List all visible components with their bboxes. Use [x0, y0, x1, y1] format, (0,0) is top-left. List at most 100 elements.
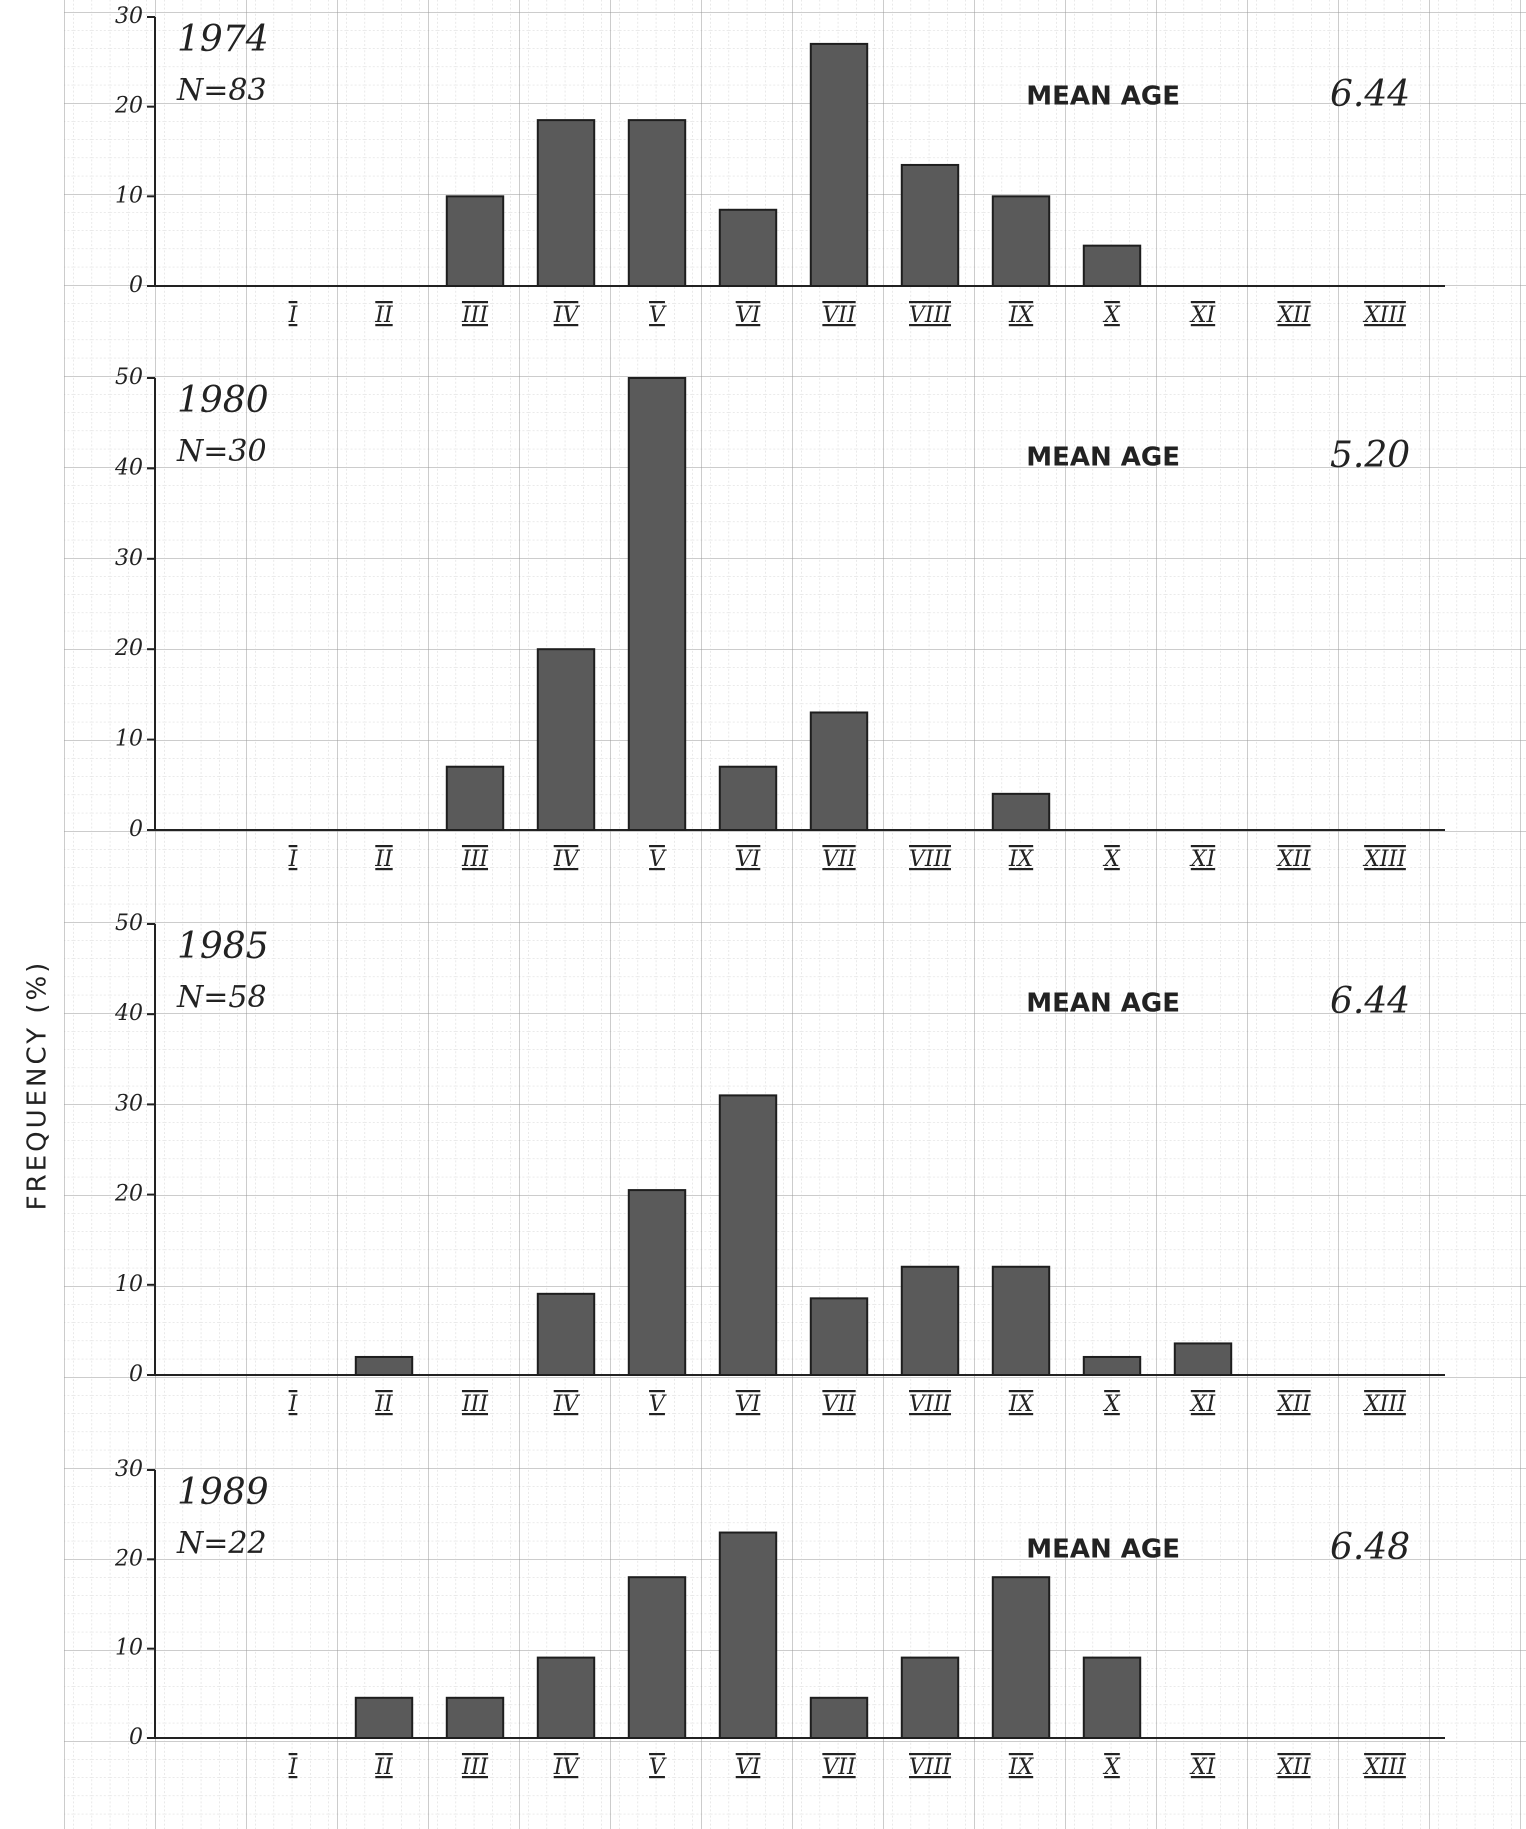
- bar: [536, 119, 596, 287]
- y-tick-label: 10: [115, 727, 143, 752]
- x-tick-label: IV: [553, 1392, 581, 1417]
- x-tick-label: VIII: [909, 847, 952, 872]
- bar: [627, 119, 687, 287]
- x-tick-label: IV: [553, 847, 581, 872]
- panel-title: 1989: [177, 1472, 269, 1513]
- x-tick-label: I: [288, 1392, 299, 1417]
- x-tick-label: IV: [553, 1755, 581, 1780]
- bar: [627, 1189, 687, 1376]
- x-tick-label: XI: [1189, 1755, 1217, 1780]
- y-tick-label: 10: [115, 1636, 143, 1661]
- y-tick-label: 50: [115, 911, 143, 936]
- bar: [991, 195, 1051, 287]
- y-tick-label: 50: [115, 365, 143, 390]
- bar: [718, 208, 778, 288]
- bar: [1173, 1342, 1233, 1377]
- annotation-value: 6.44: [1330, 981, 1410, 1022]
- x-tick-label: IX: [1008, 303, 1035, 328]
- y-tick-label: 0: [129, 273, 143, 298]
- x-tick-label: III: [461, 1755, 489, 1780]
- graph-paper: [64, 0, 1526, 1829]
- y-tick-label: 10: [115, 1272, 143, 1297]
- bar: [1082, 1355, 1142, 1376]
- y-tick-label: 10: [115, 183, 143, 208]
- x-tick-label: XIII: [1362, 1392, 1407, 1417]
- bar: [809, 1297, 869, 1376]
- y-tick-label: 30: [115, 1091, 143, 1116]
- bar: [718, 1531, 778, 1739]
- bar: [991, 1576, 1051, 1739]
- x-tick-label: XI: [1189, 847, 1217, 872]
- bar: [354, 1696, 414, 1740]
- bar: [809, 1696, 869, 1740]
- x-tick-label: I: [288, 1755, 299, 1780]
- x-tick-label: II: [374, 1755, 394, 1780]
- x-tick-label: VII: [822, 1392, 857, 1417]
- y-tick-label: 20: [114, 94, 143, 119]
- x-tick-label: XIII: [1362, 1755, 1407, 1780]
- x-tick-label: XI: [1189, 1392, 1217, 1417]
- bar: [809, 711, 869, 831]
- x-tick-label: XII: [1275, 1392, 1311, 1417]
- x-tick-label: III: [461, 303, 489, 328]
- x-tick-label: III: [461, 1392, 489, 1417]
- bar: [536, 1656, 596, 1739]
- x-tick-label: III: [461, 847, 489, 872]
- bar: [991, 792, 1051, 832]
- y-tick-label: 0: [129, 817, 143, 842]
- x-tick-label: XII: [1275, 1755, 1311, 1780]
- bar: [1082, 244, 1142, 287]
- panel-subtitle: N=58: [176, 980, 267, 1015]
- panel-subtitle: N=83: [176, 73, 267, 108]
- annotation-value: 6.44: [1330, 74, 1410, 115]
- bar: [718, 1094, 778, 1376]
- x-tick-label: XI: [1189, 303, 1217, 328]
- x-tick-label: II: [374, 847, 394, 872]
- y-tick-label: 20: [114, 1182, 143, 1207]
- x-tick-label: VIII: [909, 303, 952, 328]
- bar: [536, 648, 596, 832]
- bar: [627, 1576, 687, 1739]
- panel-title: 1985: [177, 926, 269, 967]
- bar: [991, 1265, 1051, 1377]
- x-tick-label: IX: [1008, 1755, 1035, 1780]
- panel-subtitle: N=30: [176, 434, 267, 469]
- bar: [354, 1355, 414, 1376]
- x-tick-label: X: [1102, 303, 1121, 328]
- x-tick-label: VI: [736, 1755, 762, 1780]
- y-tick-label: 0: [129, 1362, 143, 1387]
- annotation-label: MEAN AGE: [1026, 1535, 1180, 1565]
- x-tick-label: IX: [1008, 847, 1035, 872]
- x-tick-label: V: [649, 303, 667, 328]
- x-tick-label: VII: [822, 847, 857, 872]
- x-tick-label: VI: [736, 1392, 762, 1417]
- bar: [900, 1265, 960, 1377]
- y-tick-label: 0: [129, 1725, 143, 1750]
- x-tick-label: VII: [822, 303, 857, 328]
- x-tick-label: VI: [736, 847, 762, 872]
- bar: [718, 765, 778, 831]
- annotation-label: MEAN AGE: [1026, 82, 1180, 112]
- y-tick-label: 40: [114, 455, 143, 480]
- y-tick-label: 30: [115, 4, 143, 29]
- x-tick-label: XIII: [1362, 303, 1407, 328]
- x-tick-label: I: [288, 847, 299, 872]
- x-tick-label: IV: [553, 303, 581, 328]
- panel-subtitle: N=22: [176, 1526, 267, 1561]
- x-tick-label: I: [288, 303, 299, 328]
- bar: [900, 163, 960, 287]
- annotation-label: MEAN AGE: [1026, 989, 1180, 1019]
- x-tick-label: XII: [1275, 303, 1311, 328]
- x-tick-label: II: [374, 303, 394, 328]
- panel-title: 1980: [177, 380, 269, 421]
- panel-title: 1974: [177, 19, 269, 60]
- annotation-value: 5.20: [1330, 435, 1410, 476]
- bar: [445, 765, 505, 831]
- bar: [809, 42, 869, 288]
- y-tick-label: 40: [114, 1001, 143, 1026]
- bar: [445, 1696, 505, 1740]
- x-tick-label: IX: [1008, 1392, 1035, 1417]
- x-tick-label: XII: [1275, 847, 1311, 872]
- x-tick-label: X: [1102, 1755, 1121, 1780]
